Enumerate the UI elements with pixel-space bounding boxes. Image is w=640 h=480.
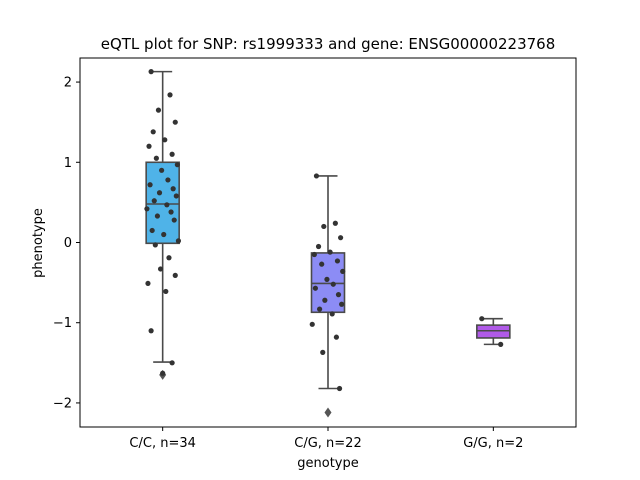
data-point (144, 206, 150, 212)
data-point (148, 328, 154, 334)
data-point (150, 129, 156, 135)
data-point (154, 213, 161, 219)
y-tick-label: 2 (64, 76, 72, 91)
data-point (152, 242, 158, 248)
box (476, 324, 511, 339)
y-tick-label: 0 (64, 236, 72, 251)
data-point (148, 69, 154, 75)
x-tick-label: G/G, n=2 (463, 436, 523, 451)
data-point (322, 297, 328, 303)
x-axis-label: genotype (297, 456, 358, 471)
data-point (173, 193, 179, 199)
data-point (169, 360, 175, 366)
data-point (329, 311, 335, 317)
data-point (171, 217, 177, 223)
box-group (476, 316, 511, 347)
data-point (334, 258, 341, 264)
box-group (309, 173, 346, 418)
data-point (168, 209, 174, 215)
outlier-marker (324, 407, 332, 418)
chart-title: eQTL plot for SNP: rs1999333 and gene: E… (101, 35, 556, 53)
data-point (146, 143, 152, 149)
data-point (149, 227, 155, 234)
data-point (321, 223, 327, 230)
data-point (160, 370, 166, 376)
y-axis-label: phenotype (31, 208, 46, 278)
data-point (312, 285, 318, 291)
data-point (162, 137, 168, 143)
data-point (157, 266, 164, 272)
data-point (324, 276, 330, 282)
data-point (332, 220, 338, 226)
x-tick-label: C/G, n=22 (294, 436, 361, 451)
data-point (167, 92, 173, 98)
data-point (339, 301, 345, 307)
data-point (169, 151, 175, 157)
data-point (315, 243, 322, 250)
data-point (164, 202, 170, 208)
data-point (166, 255, 172, 261)
data-point (309, 321, 315, 327)
data-point (313, 173, 320, 179)
data-point (479, 316, 485, 322)
data-point (175, 238, 182, 244)
data-point (317, 306, 323, 312)
data-point (172, 272, 178, 278)
y-tick-label: −1 (53, 316, 72, 331)
data-point (153, 155, 159, 161)
data-point (335, 292, 342, 298)
data-point (311, 251, 317, 258)
data-point (172, 119, 178, 125)
plot-area (144, 69, 511, 418)
data-point (155, 107, 162, 113)
data-point (159, 167, 165, 173)
data-point (320, 349, 326, 355)
box (310, 252, 346, 314)
data-point (151, 198, 157, 204)
data-point (163, 288, 169, 295)
data-point (330, 281, 336, 287)
data-point (170, 186, 176, 192)
data-point (336, 385, 343, 392)
data-point (147, 182, 153, 188)
box-group (144, 69, 182, 380)
y-tick-label: −2 (53, 396, 72, 411)
data-point (333, 334, 339, 340)
data-point (174, 162, 180, 168)
x-tick-label: C/C, n=34 (129, 436, 195, 451)
data-point (165, 177, 171, 183)
y-axis: −2 −1 0 1 2 (53, 76, 80, 411)
data-point (338, 235, 344, 241)
data-point (498, 341, 504, 347)
data-point (319, 261, 325, 267)
data-point (340, 268, 346, 274)
data-point (156, 190, 163, 196)
data-point (145, 280, 151, 287)
x-axis: C/C, n=34 C/G, n=22 G/G, n=2 (129, 427, 523, 451)
data-point (161, 231, 167, 238)
data-point (327, 249, 333, 255)
y-tick-label: 1 (64, 156, 72, 171)
